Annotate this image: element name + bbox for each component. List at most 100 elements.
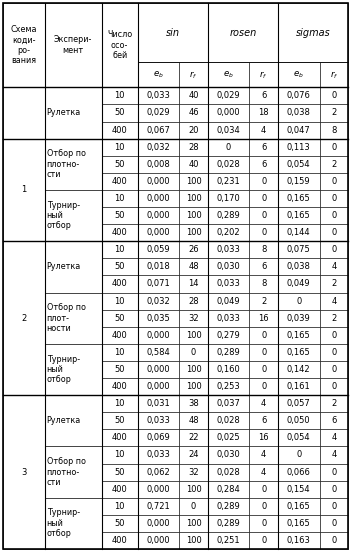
- Bar: [138, 481, 179, 498]
- Bar: [45, 464, 101, 481]
- Bar: [101, 173, 138, 190]
- Bar: [3, 344, 45, 361]
- Bar: [250, 498, 278, 515]
- Bar: [179, 429, 208, 447]
- Bar: [3, 224, 45, 241]
- Text: 6: 6: [261, 262, 266, 272]
- Bar: [319, 207, 348, 224]
- Bar: [45, 447, 101, 464]
- Bar: [101, 241, 138, 258]
- Bar: [138, 447, 179, 464]
- Bar: [208, 104, 250, 121]
- Bar: [45, 344, 101, 395]
- Bar: [319, 498, 348, 515]
- Bar: [319, 3, 348, 62]
- Text: 0: 0: [261, 348, 266, 357]
- Bar: [138, 361, 179, 378]
- Bar: [319, 412, 348, 429]
- Text: 0,033: 0,033: [217, 314, 240, 323]
- Bar: [179, 224, 208, 241]
- Text: 18: 18: [258, 109, 269, 118]
- Bar: [101, 190, 138, 207]
- Text: $r_f$: $r_f$: [259, 69, 268, 81]
- Bar: [101, 532, 138, 549]
- Bar: [208, 293, 250, 310]
- Text: 400: 400: [112, 331, 127, 340]
- Text: 0,289: 0,289: [217, 211, 240, 220]
- Bar: [45, 515, 101, 532]
- Bar: [3, 481, 45, 498]
- Text: 46: 46: [188, 109, 199, 118]
- Text: 0,033: 0,033: [147, 416, 171, 425]
- Text: 50: 50: [114, 468, 125, 476]
- Bar: [3, 190, 45, 207]
- Text: 0,049: 0,049: [287, 279, 311, 289]
- Bar: [138, 3, 208, 62]
- Bar: [208, 121, 250, 139]
- Bar: [45, 327, 101, 344]
- Text: 0: 0: [331, 485, 336, 493]
- Bar: [278, 412, 319, 429]
- Bar: [278, 190, 319, 207]
- Bar: [101, 104, 138, 121]
- Bar: [101, 3, 138, 62]
- Bar: [138, 344, 179, 361]
- Bar: [278, 310, 319, 327]
- Bar: [250, 395, 278, 412]
- Text: 0,050: 0,050: [287, 416, 311, 425]
- Text: 10: 10: [114, 245, 125, 254]
- Bar: [3, 447, 45, 464]
- Text: 22: 22: [188, 433, 199, 442]
- Text: 50: 50: [114, 365, 125, 374]
- Bar: [319, 447, 348, 464]
- Text: 4: 4: [261, 468, 266, 476]
- Text: 0,000: 0,000: [147, 211, 170, 220]
- Bar: [138, 258, 179, 275]
- Text: 0: 0: [331, 536, 336, 545]
- Bar: [45, 173, 101, 190]
- Bar: [250, 275, 278, 293]
- Text: 0,253: 0,253: [217, 382, 240, 391]
- Bar: [101, 139, 138, 156]
- Text: 0,165: 0,165: [287, 331, 311, 340]
- Bar: [250, 429, 278, 447]
- Bar: [278, 121, 319, 139]
- Bar: [101, 447, 138, 464]
- Text: 0,031: 0,031: [147, 399, 170, 408]
- Text: 0,069: 0,069: [147, 433, 170, 442]
- Bar: [45, 87, 101, 139]
- Bar: [45, 121, 101, 139]
- Text: 0: 0: [261, 228, 266, 237]
- Text: $e_b$: $e_b$: [293, 70, 304, 80]
- Text: 0: 0: [331, 245, 336, 254]
- Bar: [179, 498, 208, 515]
- Bar: [101, 62, 138, 87]
- Bar: [208, 532, 250, 549]
- Bar: [179, 139, 208, 156]
- Text: 100: 100: [186, 519, 201, 528]
- Bar: [45, 3, 101, 87]
- Bar: [278, 464, 319, 481]
- Text: 0: 0: [261, 365, 266, 374]
- Text: 2: 2: [331, 399, 336, 408]
- Text: 0,028: 0,028: [217, 468, 240, 476]
- Text: 2: 2: [21, 314, 26, 323]
- Text: 50: 50: [114, 211, 125, 220]
- Bar: [179, 464, 208, 481]
- Bar: [3, 87, 45, 104]
- Bar: [208, 241, 250, 258]
- Text: 4: 4: [331, 262, 336, 272]
- Text: 38: 38: [188, 399, 199, 408]
- Text: 0,062: 0,062: [147, 468, 170, 476]
- Bar: [138, 464, 179, 481]
- Bar: [250, 481, 278, 498]
- Text: 0,071: 0,071: [147, 279, 170, 289]
- Text: 2: 2: [261, 296, 266, 306]
- Text: 40: 40: [188, 92, 199, 100]
- Bar: [3, 412, 45, 429]
- Text: 4: 4: [261, 126, 266, 135]
- Text: 0,067: 0,067: [147, 126, 171, 135]
- Bar: [278, 156, 319, 173]
- Bar: [3, 429, 45, 447]
- Bar: [101, 293, 138, 310]
